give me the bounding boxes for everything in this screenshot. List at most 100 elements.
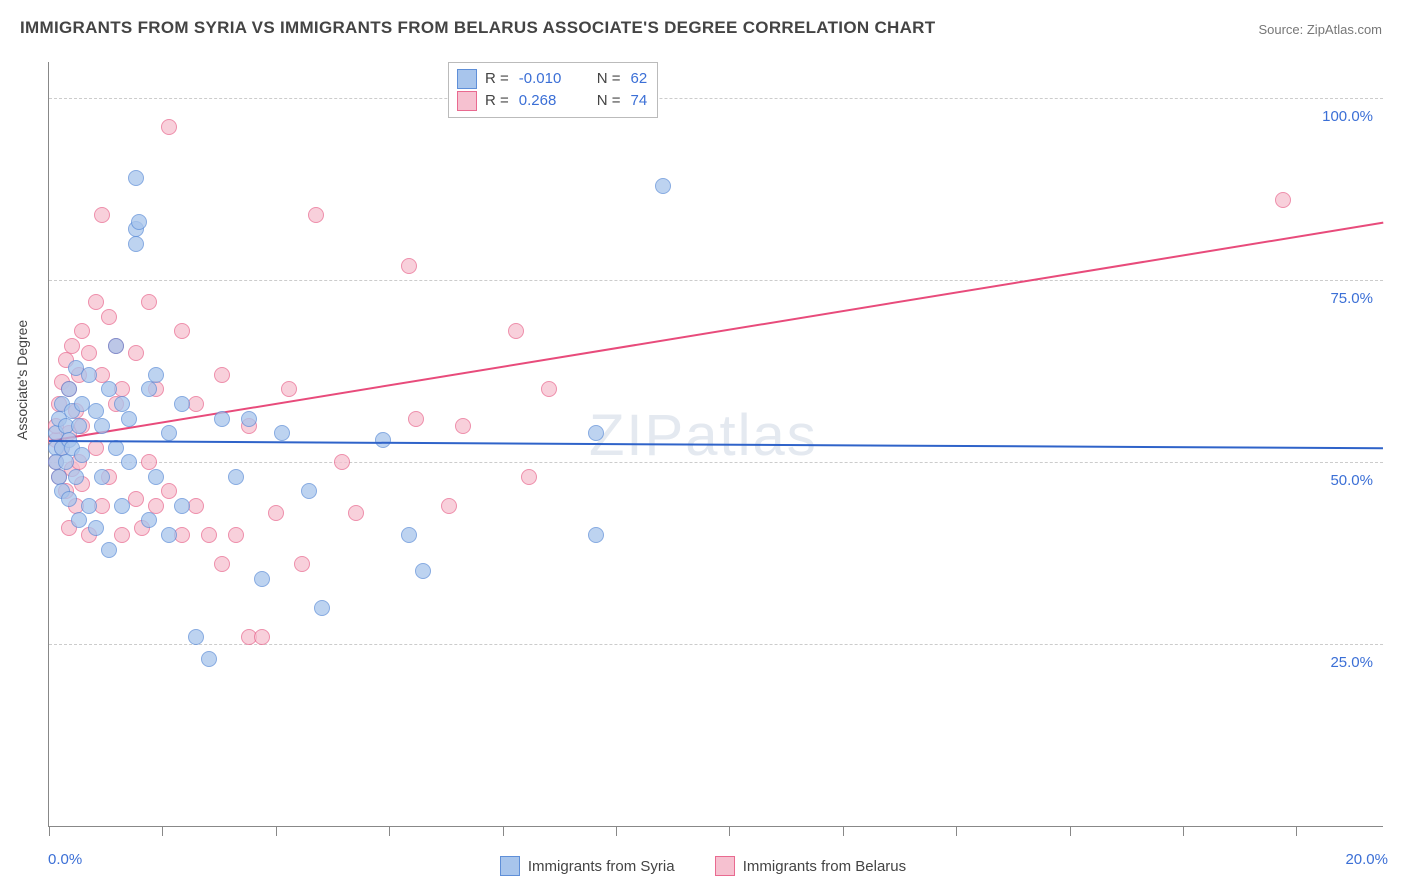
data-point — [228, 527, 244, 543]
data-point — [74, 447, 90, 463]
data-point — [101, 309, 117, 325]
legend-item-blue: Immigrants from Syria — [500, 856, 675, 876]
swatch-pink — [457, 91, 477, 111]
data-point — [161, 527, 177, 543]
data-point — [58, 454, 74, 470]
data-point — [108, 338, 124, 354]
data-point — [188, 629, 204, 645]
x-tick — [276, 826, 277, 836]
data-point — [81, 345, 97, 361]
data-point — [314, 600, 330, 616]
legend-series: Immigrants from Syria Immigrants from Be… — [0, 856, 1406, 880]
data-point — [415, 563, 431, 579]
x-axis-max-label: 20.0% — [1345, 851, 1388, 868]
swatch-blue — [457, 69, 477, 89]
data-point — [148, 469, 164, 485]
data-point — [174, 498, 190, 514]
y-tick-label: 50.0% — [1293, 472, 1373, 489]
trend-line — [49, 222, 1383, 442]
legend-stats: R = -0.010 N = 62 R = 0.268 N = 74 — [448, 62, 658, 118]
data-point — [308, 207, 324, 223]
data-point — [148, 367, 164, 383]
r-value-blue: -0.010 — [519, 68, 579, 90]
data-point — [228, 469, 244, 485]
watermark: ZIPatlas — [589, 402, 818, 469]
data-point — [68, 469, 84, 485]
data-point — [81, 367, 97, 383]
data-point — [301, 483, 317, 499]
n-value-pink: 74 — [631, 90, 648, 112]
data-point — [521, 469, 537, 485]
x-tick — [729, 826, 730, 836]
data-point — [201, 651, 217, 667]
data-point — [274, 425, 290, 441]
data-point — [455, 418, 471, 434]
data-point — [61, 491, 77, 507]
chart-title: IMMIGRANTS FROM SYRIA VS IMMIGRANTS FROM… — [20, 18, 935, 38]
data-point — [268, 505, 284, 521]
trend-line — [49, 440, 1383, 449]
y-tick-label: 100.0% — [1293, 108, 1373, 125]
n-label: N = — [597, 90, 621, 112]
x-tick — [616, 826, 617, 836]
legend-stats-row-blue: R = -0.010 N = 62 — [457, 68, 647, 90]
data-point — [161, 483, 177, 499]
data-point — [174, 396, 190, 412]
data-point — [214, 411, 230, 427]
data-point — [161, 425, 177, 441]
gridline — [49, 462, 1383, 463]
data-point — [161, 119, 177, 135]
data-point — [131, 214, 147, 230]
data-point — [74, 323, 90, 339]
data-point — [588, 527, 604, 543]
scatter-plot: ZIPatlas 25.0%50.0%75.0%100.0% — [48, 62, 1383, 827]
n-label: N = — [597, 68, 621, 90]
data-point — [401, 527, 417, 543]
data-point — [114, 498, 130, 514]
data-point — [254, 571, 270, 587]
data-point — [141, 512, 157, 528]
source-label: Source: ZipAtlas.com — [1258, 22, 1382, 37]
swatch-blue — [500, 856, 520, 876]
data-point — [88, 520, 104, 536]
data-point — [128, 236, 144, 252]
series-name-pink: Immigrants from Belarus — [743, 858, 906, 875]
gridline — [49, 98, 1383, 99]
data-point — [88, 294, 104, 310]
data-point — [94, 418, 110, 434]
data-point — [401, 258, 417, 274]
x-tick — [162, 826, 163, 836]
x-tick — [389, 826, 390, 836]
data-point — [121, 411, 137, 427]
data-point — [114, 527, 130, 543]
x-tick — [956, 826, 957, 836]
data-point — [334, 454, 350, 470]
data-point — [141, 381, 157, 397]
data-point — [64, 338, 80, 354]
data-point — [71, 418, 87, 434]
data-point — [148, 498, 164, 514]
x-tick — [503, 826, 504, 836]
data-point — [121, 454, 137, 470]
data-point — [294, 556, 310, 572]
data-point — [348, 505, 364, 521]
data-point — [441, 498, 457, 514]
x-tick — [1296, 826, 1297, 836]
data-point — [375, 432, 391, 448]
data-point — [81, 498, 97, 514]
x-tick — [1183, 826, 1184, 836]
data-point — [51, 469, 67, 485]
swatch-pink — [715, 856, 735, 876]
data-point — [128, 345, 144, 361]
data-point — [1275, 192, 1291, 208]
data-point — [174, 323, 190, 339]
series-name-blue: Immigrants from Syria — [528, 858, 675, 875]
data-point — [254, 629, 270, 645]
data-point — [94, 469, 110, 485]
data-point — [508, 323, 524, 339]
data-point — [214, 556, 230, 572]
x-axis-min-label: 0.0% — [48, 851, 82, 868]
x-tick — [1070, 826, 1071, 836]
data-point — [655, 178, 671, 194]
y-tick-label: 25.0% — [1293, 654, 1373, 671]
